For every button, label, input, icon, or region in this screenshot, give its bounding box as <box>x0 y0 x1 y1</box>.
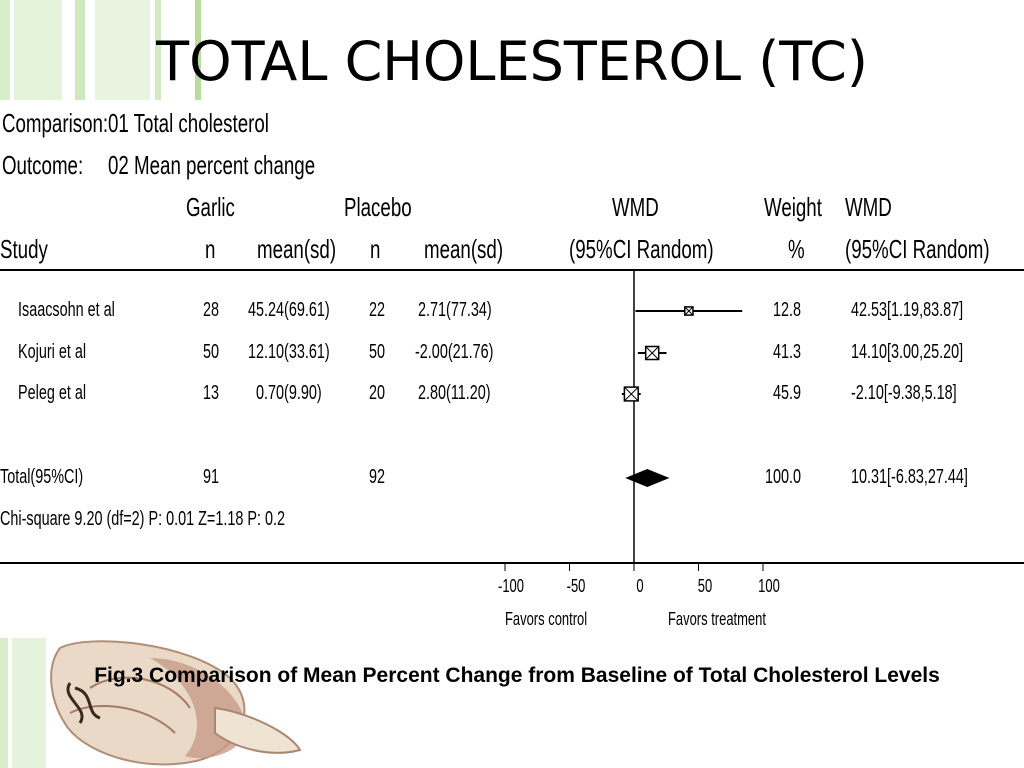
placebo-n-header: n <box>370 234 381 264</box>
garlic-n: 50 <box>203 341 220 363</box>
comparison-value: 01 Total cholesterol <box>108 108 269 138</box>
study-header: Study <box>0 234 48 264</box>
summary-diamond <box>625 469 670 487</box>
green-stripe-decoration <box>155 0 161 100</box>
total-wmd-ci: 10.31[-6.83,27.44] <box>851 466 968 488</box>
tick-label: 50 <box>697 576 712 596</box>
tick-label: -50 <box>566 576 585 596</box>
tick-label: -100 <box>498 576 524 596</box>
study-wmd-ci: -2.10[-9.38,5.18] <box>851 382 957 404</box>
placebo-header: Placebo <box>344 192 412 222</box>
total-garlic-n: 91 <box>203 466 220 488</box>
effect-box-hatch <box>624 386 639 402</box>
wmd-header: WMD <box>612 192 659 222</box>
effect-box-hatch <box>684 306 694 316</box>
placebo-mean-header: mean(sd) <box>424 234 504 264</box>
garlic-header: Garlic <box>186 192 235 222</box>
heterogeneity-stats: Chi-square 9.20 (df=2) P: 0.01 Z=1.18 P:… <box>0 508 285 530</box>
effect-box-hatch <box>645 346 660 360</box>
green-stripe-decoration <box>0 0 10 100</box>
ci-random-header-2: (95%CI Random) <box>845 234 990 264</box>
study-wmd-ci: 42.53[1.19,83.87] <box>851 299 964 321</box>
garlic-n: 13 <box>203 382 220 404</box>
ci-random-header: (95%CI Random) <box>569 234 714 264</box>
weight-pct-header: % <box>788 234 805 264</box>
green-stripe-decoration <box>75 0 85 100</box>
total-name: Total(95%CI) <box>0 466 84 488</box>
favors-treatment-label: Favors treatment <box>668 609 766 629</box>
study-name: Peleg et al <box>18 382 87 404</box>
garlic-illustration <box>0 638 302 768</box>
favors-control-label: Favors control <box>505 609 588 629</box>
garlic-mean: 45.24(69.61) <box>248 299 330 321</box>
placebo-n: 20 <box>369 382 386 404</box>
tick-label: 0 <box>636 576 644 596</box>
study-wmd-ci: 14.10[3.00,25.20] <box>851 341 964 363</box>
study-name: Isaacsohn et al <box>18 299 115 321</box>
study-weight: 45.9 <box>773 382 802 404</box>
wmd-ci-header: WMD <box>845 192 892 222</box>
green-stripe-decoration <box>195 0 201 100</box>
garlic-mean: 0.70(9.90) <box>256 382 322 404</box>
comparison-label: Comparison: <box>2 108 109 138</box>
figure-caption: Fig.3 Comparison of Mean Percent Change … <box>94 664 940 687</box>
placebo-mean: 2.80(11.20) <box>418 382 491 404</box>
study-weight: 41.3 <box>773 341 802 363</box>
outcome-value: 02 Mean percent change <box>108 150 316 180</box>
garlic-mean: 12.10(33.61) <box>248 341 330 363</box>
garlic-n: 28 <box>203 299 220 321</box>
total-placebo-n: 92 <box>369 466 386 488</box>
study-name: Kojuri et al <box>18 341 87 363</box>
study-weight: 12.8 <box>773 299 802 321</box>
total-weight: 100.0 <box>765 466 802 488</box>
garlic-mean-header: mean(sd) <box>257 234 337 264</box>
placebo-mean: 2.71(77.34) <box>418 299 492 321</box>
placebo-mean: -2.00(21.76) <box>415 341 494 363</box>
garlic-n-header: n <box>205 234 216 264</box>
green-stripe-decoration <box>95 0 150 100</box>
slide-title: TOTAL CHOLESTEROL (TC) <box>156 30 868 93</box>
placebo-n: 50 <box>369 341 386 363</box>
tick-label: 100 <box>758 576 780 596</box>
placebo-n: 22 <box>369 299 386 321</box>
green-stripe-decoration <box>14 0 62 100</box>
outcome-label: Outcome: <box>2 150 84 180</box>
weight-header: Weight <box>764 192 822 222</box>
